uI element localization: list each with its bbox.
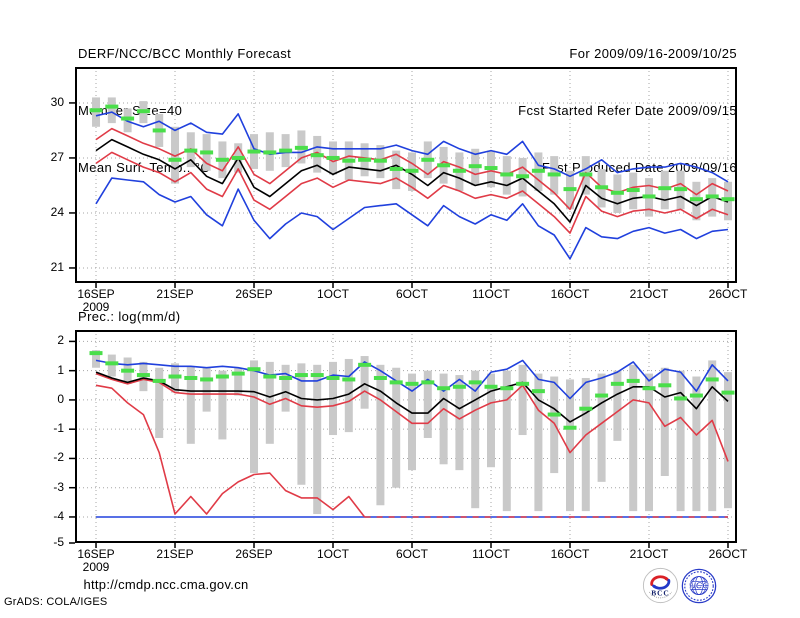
gray-range-bar — [265, 361, 274, 444]
temperature-chart-x-axis: 16SEP 21SEP 26SEP 1OCT 6OCT 11OCT 16OCT 21OCT 26… — [75, 287, 755, 317]
x-axis-year-label: 2009 — [82, 560, 110, 574]
gray-range-bar — [439, 373, 448, 465]
gray-range-bar — [518, 364, 527, 436]
gray-range-bar — [92, 350, 101, 368]
gray-range-bar — [502, 370, 511, 512]
gray-range-bar — [487, 373, 496, 468]
y-tick-label: -3 — [53, 479, 64, 494]
gray-range-bar — [471, 370, 480, 509]
gray-range-bar — [723, 372, 732, 509]
y-tick-label: -5 — [53, 535, 64, 549]
gray-range-bar — [534, 373, 543, 512]
plot-title: DERF/NCC/BCC Monthly Forecast — [78, 46, 292, 61]
blue-lower-line — [95, 177, 729, 260]
y-tick-label: -4 — [53, 508, 64, 523]
red-lower-line — [95, 384, 366, 518]
temperature-chart-y-axis: 30 27 24 21 — [38, 67, 66, 289]
gray-range-bar — [676, 370, 685, 512]
ncc-logo-label: NCC — [689, 581, 709, 591]
x-tick-label: 26OCT — [708, 287, 748, 301]
y-tick-label: 1 — [57, 362, 64, 377]
y-tick-label: 21 — [50, 259, 64, 274]
x-tick-label: 21OCT — [629, 547, 669, 561]
x-tick-label: 26OCT — [708, 547, 748, 561]
y-tick-label: -2 — [53, 450, 64, 465]
x-tick-label: 11OCT — [472, 287, 510, 301]
x-tick-label: 6OCT — [395, 287, 428, 301]
url-text: http://cmdp.ncc.cma.gov.cn — [83, 577, 249, 592]
gray-range-bar — [313, 364, 322, 515]
precipitation-variable-label: Prec.: log(mm/d) — [78, 309, 181, 324]
precipitation-chart-x-axis: 16SEP 21SEP 26SEP 1OCT 6OCT 11OCT 16OCT 21OCT 26… — [75, 547, 755, 577]
gray-range-bar — [376, 364, 385, 506]
gray-range-bar — [692, 376, 701, 512]
gray-range-bar — [408, 373, 417, 471]
black-mean-line — [95, 138, 729, 223]
x-tick-label: 16OCT — [550, 287, 590, 301]
gray-range-bar — [107, 97, 116, 124]
gray-range-bar — [171, 126, 180, 184]
gray-range-bar — [360, 356, 369, 409]
precipitation-chart-y-axis: 2 1 0 -1 -2 -3 -4 -5 — [38, 330, 66, 549]
y-tick-label: 27 — [50, 149, 64, 164]
x-tick-label: 21OCT — [629, 287, 669, 301]
x-tick-label: 16SEP — [77, 287, 115, 301]
x-tick-label: 1OCT — [316, 547, 349, 561]
x-tick-label: 11OCT — [472, 547, 510, 561]
gray-range-bar — [250, 360, 259, 474]
gray-range-bar — [629, 364, 638, 512]
y-tick-label: 24 — [50, 204, 64, 219]
gray-range-bar — [660, 367, 669, 476]
temperature-variable-label: Mean Surf. Temp.: °C — [78, 160, 211, 175]
gray-range-bar — [344, 358, 353, 433]
blue-upper-line — [95, 111, 729, 183]
x-tick-label: 1OCT — [316, 287, 349, 301]
red-lower-line — [95, 151, 729, 234]
bcc-logo: BCC — [642, 567, 679, 604]
x-tick-label: 16OCT — [550, 547, 590, 561]
grads-credit: GrADS: COLA/IGES — [4, 596, 108, 608]
header-left: DERF/NCC/BCC Monthly Forecast Member Siz… — [78, 6, 291, 215]
bcc-logo-label: BCC — [651, 589, 669, 598]
gray-range-bar — [423, 370, 432, 438]
gray-range-bar — [281, 364, 290, 412]
refer-date-label: Fcst Started Refer Date 2009/09/15 — [518, 103, 737, 118]
gray-range-bar — [581, 377, 590, 512]
red-middle-line — [95, 372, 729, 462]
gray-range-bar — [155, 367, 164, 438]
temperature-chart — [69, 67, 737, 288]
gray-range-bar — [455, 375, 464, 471]
gray-range-bar — [392, 367, 401, 488]
x-tick-label: 6OCT — [395, 547, 428, 561]
x-tick-label: 21SEP — [156, 547, 194, 561]
x-tick-label: 16SEP — [77, 547, 115, 561]
y-tick-label: 2 — [57, 333, 64, 348]
gray-range-bar — [708, 360, 717, 512]
gray-range-bar — [644, 373, 653, 512]
gray-range-bar — [565, 379, 574, 512]
gray-range-bar — [218, 370, 227, 440]
x-axis-year-label: 2009 — [82, 300, 110, 314]
ncc-wreath — [684, 571, 714, 601]
gray-range-bar — [234, 367, 243, 396]
forecast-range-label: For 2009/09/16-2009/10/25 — [569, 46, 737, 61]
gray-range-bar — [597, 373, 606, 482]
y-tick-label: -1 — [53, 421, 64, 436]
y-tick-label: 0 — [57, 391, 64, 406]
x-tick-label: 26SEP — [235, 287, 273, 301]
blue-upper-line — [95, 359, 729, 400]
x-tick-label: 21SEP — [156, 287, 194, 301]
gray-range-bar — [202, 367, 211, 412]
precipitation-chart — [69, 330, 737, 548]
gray-range-bar — [107, 354, 116, 377]
bcc-ring-text — [649, 591, 672, 599]
x-tick-label: 26SEP — [235, 547, 273, 561]
y-tick-label: 30 — [50, 94, 64, 109]
ncc-logo: NCC — [681, 568, 717, 604]
gray-range-bar — [297, 363, 306, 485]
gray-range-bar — [186, 366, 195, 444]
black-mean-line — [95, 371, 729, 423]
gray-range-bar — [613, 370, 622, 441]
